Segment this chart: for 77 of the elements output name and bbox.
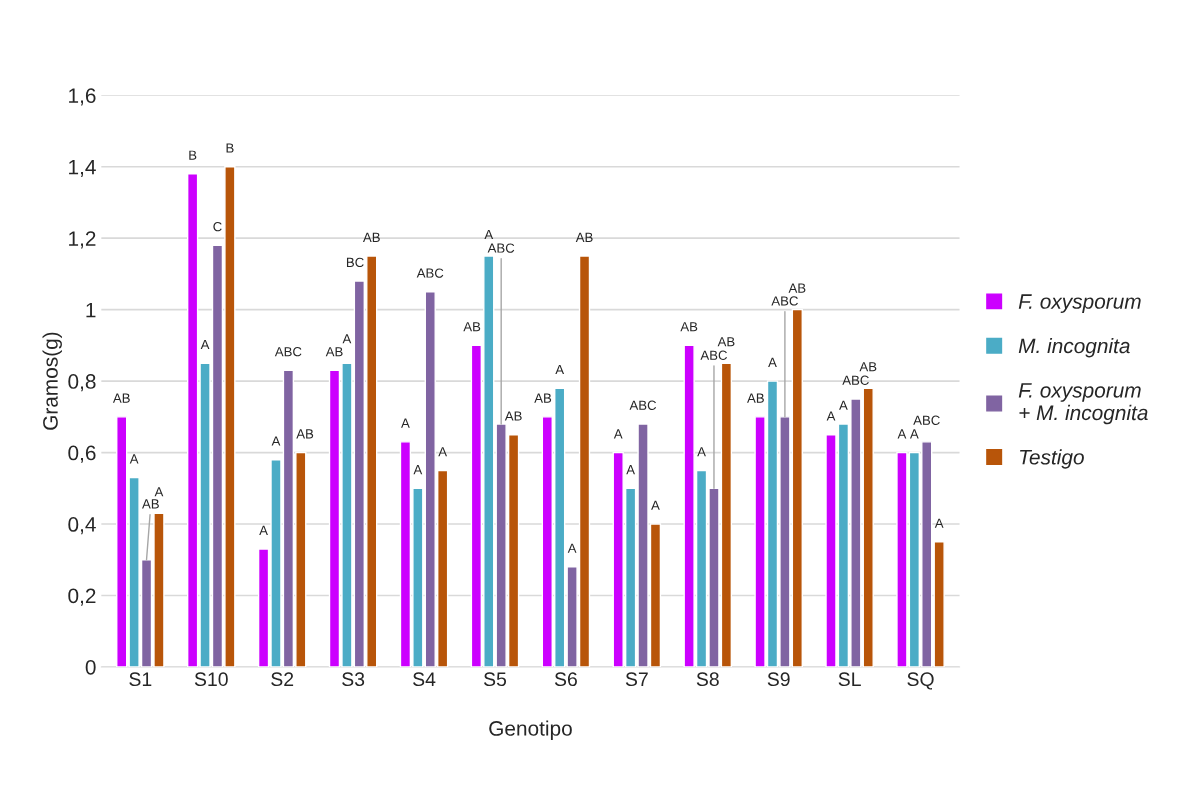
- legend-label: M. incognita: [1018, 337, 1130, 358]
- y-tick-label: 0,2: [68, 588, 96, 606]
- x-tick-label: SL: [838, 672, 861, 687]
- y-tick-label: 0,8: [68, 374, 96, 392]
- x-tick-label: S7: [625, 672, 648, 687]
- data-label: AB: [747, 393, 764, 403]
- y-tick-label: 1,2: [69, 231, 96, 249]
- legend-label: F. oxysporum: [1018, 294, 1141, 313]
- data-label: A: [200, 340, 210, 350]
- data-label: AB: [463, 322, 481, 332]
- x-tick-label: S10: [194, 672, 228, 687]
- x-tick-label: SQ: [907, 672, 934, 690]
- x-tick-label: S6: [554, 672, 577, 687]
- data-label: ABC: [913, 415, 940, 425]
- data-label: A: [934, 518, 944, 528]
- data-label: ABC: [487, 243, 515, 253]
- data-label: A: [413, 465, 423, 475]
- y-tick-label: 1: [86, 302, 96, 318]
- data-label: ABC: [771, 296, 798, 306]
- y-tick-label: 0,6: [68, 445, 96, 463]
- data-label: AB: [504, 411, 522, 421]
- data-label: AB: [534, 393, 552, 403]
- y-tick-label: 1,6: [69, 88, 96, 106]
- x-axis-title: Genotipo: [489, 720, 572, 740]
- data-label: ABC: [842, 375, 869, 385]
- data-label: AB: [859, 362, 877, 372]
- x-tick-label: S4: [413, 672, 436, 687]
- x-tick-label: S1: [129, 672, 152, 687]
- data-label: A: [484, 229, 494, 240]
- data-label: BC: [346, 257, 364, 268]
- data-label: ABC: [629, 400, 657, 410]
- data-label: B: [189, 150, 197, 160]
- x-tick-label: S9: [767, 672, 790, 687]
- data-label: AB: [142, 499, 159, 509]
- y-tick-label: 0,4: [68, 517, 96, 535]
- y-tick-label: 1,4: [69, 159, 96, 177]
- data-label: A: [897, 429, 907, 439]
- data-label: A: [129, 454, 139, 464]
- data-label: AB: [296, 429, 314, 439]
- data-label: AB: [362, 232, 380, 242]
- data-label: AB: [788, 283, 806, 293]
- legend-label: Testigo: [1020, 449, 1084, 469]
- data-label: A: [555, 365, 565, 375]
- data-label: AB: [717, 337, 735, 347]
- data-label: A: [154, 487, 164, 497]
- data-label: A: [342, 334, 352, 344]
- data-label: B: [226, 143, 234, 153]
- data-label: AB: [575, 232, 593, 242]
- bar: [862, 387, 874, 667]
- data-label: C: [213, 221, 222, 232]
- data-label: AB: [112, 393, 130, 403]
- data-label: ABC: [700, 350, 728, 360]
- data-label: A: [839, 400, 848, 410]
- x-tick-label: S3: [342, 672, 365, 687]
- data-label: A: [271, 436, 281, 446]
- data-label: ABC: [274, 347, 302, 357]
- data-label: A: [697, 447, 706, 457]
- x-tick-label: S8: [696, 672, 719, 687]
- y-axis-title: Gramos(g): [42, 332, 62, 430]
- data-label: AB: [325, 347, 343, 357]
- y-tick-label: 0: [85, 659, 96, 675]
- data-label: A: [401, 418, 410, 428]
- data-label: A: [909, 429, 919, 439]
- data-label: A: [626, 465, 635, 475]
- data-label: AB: [680, 322, 698, 332]
- data-label: A: [613, 429, 623, 439]
- legend-label: F. oxysporum + M. incognita: [1018, 383, 1148, 425]
- data-label: A: [826, 411, 836, 421]
- x-tick-label: S5: [483, 672, 507, 687]
- data-label: A: [768, 357, 777, 367]
- bar: [933, 541, 945, 667]
- data-label: A: [438, 447, 448, 457]
- x-tick-label: S2: [271, 672, 294, 687]
- data-label: ABC: [416, 268, 444, 278]
- data-label: A: [259, 525, 268, 535]
- data-label: A: [651, 500, 660, 510]
- data-label: A: [567, 543, 577, 553]
